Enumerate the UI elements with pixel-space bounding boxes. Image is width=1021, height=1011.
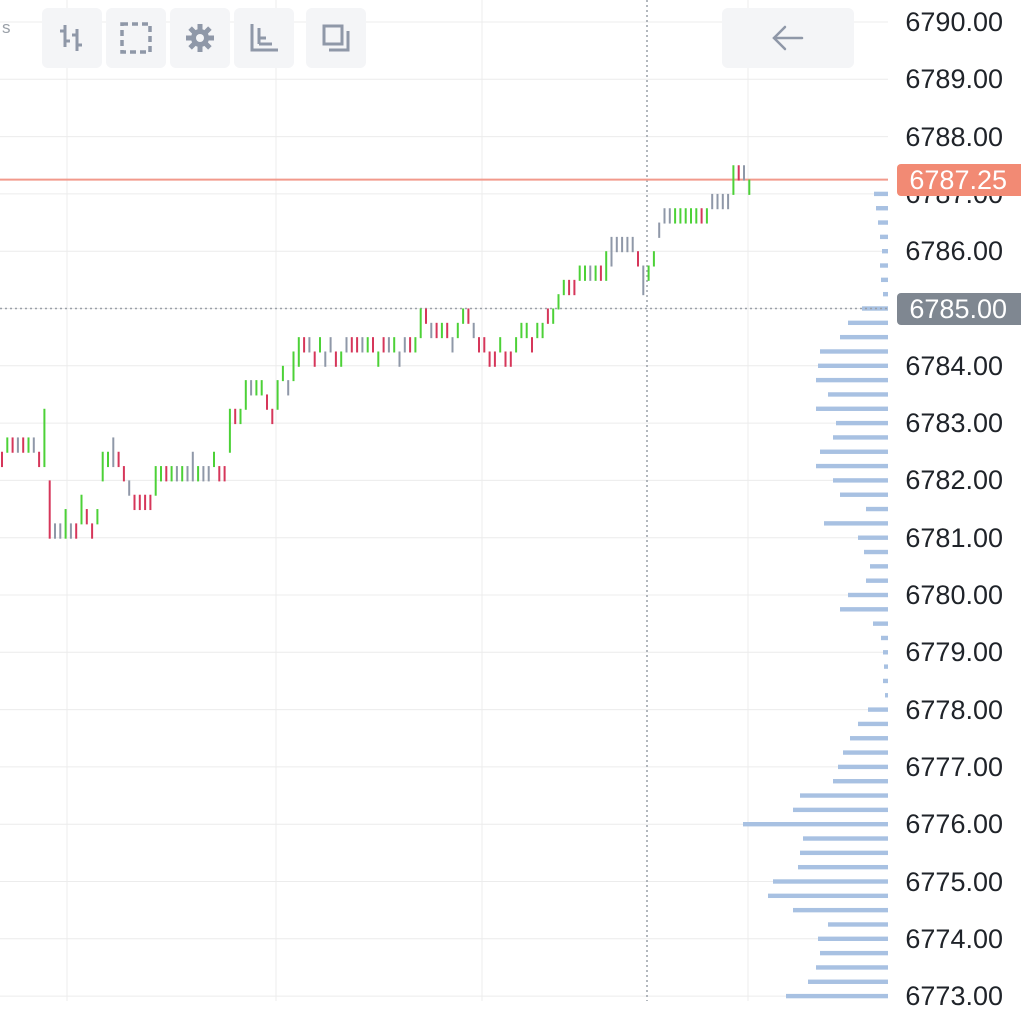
price-axis-label: 6790.00 (905, 7, 1003, 37)
select-area-button[interactable] (106, 8, 166, 68)
bar-type-button[interactable] (42, 8, 102, 68)
volume-profile-bar (833, 779, 888, 784)
volume-profile-bar (881, 635, 888, 641)
price-axis-label: 6773.00 (905, 981, 1003, 1011)
volume-profile-bar (818, 936, 888, 941)
price-axis-label: 6789.00 (905, 64, 1003, 95)
volume-profile-bar (800, 793, 888, 798)
volume-profile-bar (866, 506, 888, 512)
volume-profile-bar (840, 334, 888, 340)
volume-profile-bar (880, 234, 888, 240)
volume-profile-bar (816, 377, 888, 383)
volume-profile-bar (820, 950, 888, 956)
volume-profile-bar (840, 492, 888, 497)
price-axis-label: 6780.00 (905, 580, 1003, 610)
volume-profile-bar (868, 707, 888, 712)
volume-profile-bar (848, 320, 888, 326)
last-price-badge: 6787.25 (897, 163, 1021, 196)
volume-profile-bar (873, 621, 888, 626)
volume-profile-bar (883, 678, 888, 684)
volume-profile-bar (884, 664, 888, 669)
crosshair-select-icon (120, 22, 152, 54)
volume-profile-bar (786, 993, 888, 999)
volume-profile-bar (874, 191, 888, 197)
volume-profile-bar (808, 979, 888, 984)
back-button[interactable] (722, 8, 854, 68)
volume-profile-bar (828, 922, 888, 927)
volume-profile-bar (850, 736, 888, 741)
price-axis-label: 6775.00 (905, 866, 1003, 897)
window-restore-button[interactable] (306, 8, 366, 68)
price-axis-label: 6781.00 (905, 522, 1003, 553)
volume-profile-bar (838, 764, 888, 770)
volume-profile-bar (816, 965, 888, 970)
bar-type-icon (60, 25, 82, 51)
volume-profile-bar (818, 363, 888, 368)
volume-profile-bar (864, 549, 888, 555)
volume-profile-bar (840, 607, 888, 612)
volume-profile-bar (843, 750, 888, 755)
price-axis-label: 6788.00 (905, 121, 1003, 152)
price-axis-label: 6774.00 (905, 923, 1003, 954)
volume-profile-bar (833, 435, 888, 440)
volume-profile-bar (848, 592, 888, 598)
volume-profile-bar (833, 478, 888, 483)
volume-profile-bar (883, 650, 888, 655)
volume-profile-bar (743, 822, 888, 827)
indicators-icon (250, 24, 278, 52)
volume-profile-bar (768, 893, 888, 899)
volume-profile-bar (858, 535, 888, 540)
indicators-button[interactable] (234, 8, 294, 68)
volume-profile-bar (793, 807, 888, 813)
volume-profile-bar (880, 263, 888, 268)
price-axis-label: 6776.00 (905, 809, 1003, 840)
price-axis-label: 6777.00 (905, 751, 1003, 782)
volume-profile-bar (858, 721, 888, 727)
volume-profile-bar (820, 449, 888, 454)
volume-profile-bar (836, 420, 888, 426)
volume-profile-bar (816, 406, 888, 411)
crosshair-price-badge: 6785.00 (897, 292, 1021, 325)
window-restore-icon (322, 24, 350, 52)
volume-profile-bar (866, 578, 888, 583)
volume-profile-bar (878, 220, 888, 225)
price-axis-label: 6786.00 (905, 236, 1003, 267)
volume-profile-bar (820, 349, 888, 354)
price-axis-label: 6778.00 (905, 694, 1003, 725)
volume-profile-bar (881, 277, 888, 283)
volume-profile-bar (803, 836, 888, 841)
volume-profile-bar (798, 864, 888, 870)
volume-profile-bar (882, 249, 888, 254)
volume-profile-bar (885, 693, 888, 698)
volume-profile-bar (824, 521, 888, 526)
price-axis-label: 6782.00 (905, 465, 1003, 496)
volume-profile-bar (828, 392, 888, 397)
volume-profile-bar (773, 879, 888, 884)
price-axis-label: 6784.00 (905, 350, 1003, 381)
volume-profile-bar (793, 907, 888, 913)
volume-profile-bar (876, 206, 888, 211)
volume-profile-bar (883, 291, 888, 297)
price-axis-label: 6779.00 (905, 637, 1003, 668)
settings-button[interactable] (170, 8, 230, 68)
volume-profile-bar (816, 463, 888, 469)
volume-profile-bar (870, 564, 888, 569)
price-axis-label: 6783.00 (905, 408, 1003, 439)
partial-tab-label[interactable]: s (2, 18, 11, 37)
volume-profile-bar (800, 850, 888, 856)
arrow-left-icon (772, 25, 804, 51)
gear-icon (186, 24, 214, 52)
